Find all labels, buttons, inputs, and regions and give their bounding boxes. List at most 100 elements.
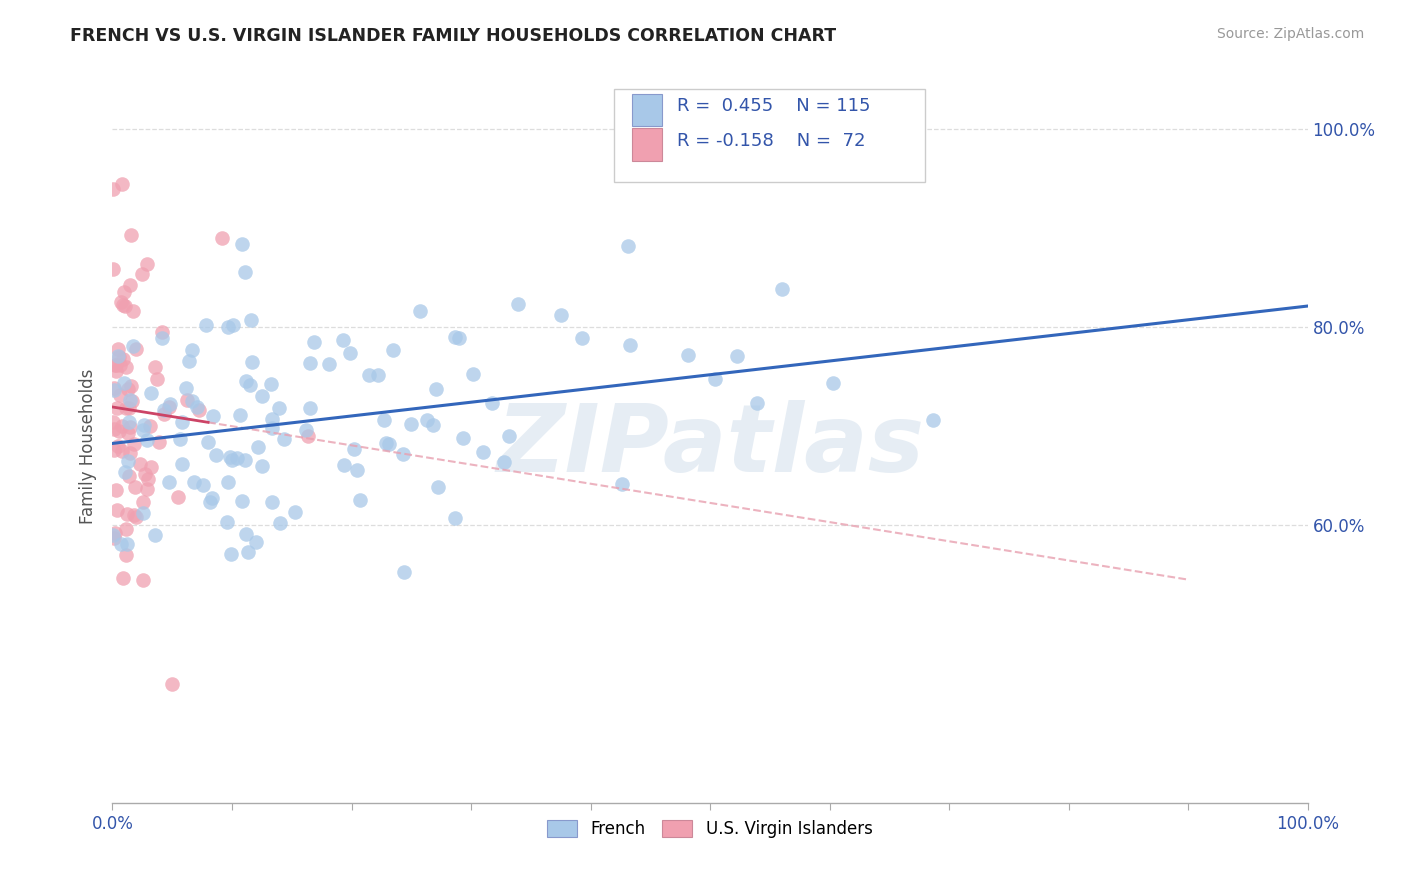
Point (508, 297, 530, 311)
Point (134, 467, 156, 481)
Point (110, 537, 132, 551)
Text: R =  0.455    N = 115: R = 0.455 N = 115 (676, 97, 870, 115)
Point (269, 516, 291, 530)
Point (246, 440, 269, 454)
Point (122, 303, 145, 318)
Point (120, 278, 142, 293)
Point (240, 313, 263, 327)
Point (120, 419, 142, 434)
Point (103, 381, 125, 395)
Point (498, 428, 520, 442)
Point (378, 437, 401, 451)
Point (332, 333, 354, 347)
Text: FRENCH VS U.S. VIRGIN ISLANDER FAMILY HOUSEHOLDS CORRELATION CHART: FRENCH VS U.S. VIRGIN ISLANDER FAMILY HO… (70, 27, 837, 45)
Point (117, 382, 139, 396)
Point (108, 350, 131, 364)
Point (135, 433, 157, 447)
Point (409, 304, 432, 318)
Point (219, 547, 242, 561)
Point (112, 352, 135, 367)
Point (211, 231, 233, 245)
Text: Source: ZipAtlas.com: Source: ZipAtlas.com (1216, 27, 1364, 41)
Point (373, 413, 395, 427)
Point (117, 415, 139, 429)
Point (170, 457, 193, 471)
Point (107, 349, 129, 363)
Point (176, 392, 198, 407)
Point (136, 473, 159, 487)
Point (339, 346, 361, 360)
Point (180, 394, 202, 409)
Point (159, 397, 181, 411)
Point (103, 415, 125, 429)
Point (678, 348, 700, 362)
Point (114, 299, 136, 313)
Point (233, 265, 256, 279)
Point (117, 426, 139, 441)
Point (115, 359, 138, 374)
Point (145, 372, 167, 386)
Point (112, 376, 135, 391)
Point (425, 382, 447, 396)
Point (231, 237, 253, 252)
Point (451, 431, 474, 445)
Point (332, 458, 354, 472)
Point (107, 439, 129, 453)
Point (157, 400, 180, 414)
Point (236, 545, 259, 559)
Point (823, 376, 845, 391)
Point (444, 329, 467, 343)
Point (392, 447, 415, 461)
Point (343, 442, 366, 457)
Point (121, 394, 143, 409)
Point (117, 508, 139, 522)
Point (235, 526, 257, 541)
Point (103, 182, 125, 196)
Point (136, 482, 159, 496)
Y-axis label: Family Households: Family Households (79, 368, 97, 524)
Point (111, 443, 134, 458)
Point (135, 257, 157, 271)
Point (357, 368, 380, 382)
Point (132, 573, 155, 587)
Point (114, 465, 136, 479)
Point (132, 506, 155, 520)
Bar (633, 128, 662, 161)
Point (225, 450, 247, 465)
Point (201, 491, 224, 505)
Point (108, 424, 131, 438)
Point (221, 318, 243, 333)
Point (143, 359, 166, 374)
Point (260, 495, 283, 509)
Point (111, 177, 134, 191)
Point (444, 511, 467, 525)
Point (174, 381, 197, 395)
Point (148, 434, 170, 449)
Point (188, 402, 211, 417)
Point (725, 349, 748, 363)
Point (104, 358, 127, 372)
Point (922, 412, 945, 426)
Point (221, 453, 243, 467)
Point (374, 435, 396, 450)
Point (195, 318, 218, 332)
Point (124, 510, 146, 524)
Point (107, 342, 129, 356)
Point (449, 331, 471, 345)
Point (103, 262, 125, 277)
Point (103, 531, 125, 545)
Point (115, 523, 138, 537)
Point (250, 458, 273, 473)
Point (150, 325, 173, 339)
Point (262, 412, 284, 426)
Point (114, 285, 136, 300)
Point (267, 401, 290, 416)
Point (197, 435, 219, 450)
Point (367, 368, 389, 382)
Point (112, 297, 135, 311)
Point (461, 367, 484, 381)
Point (703, 372, 725, 386)
Point (112, 571, 135, 585)
Legend: French, U.S. Virgin Islanders: French, U.S. Virgin Islanders (541, 813, 879, 845)
Point (153, 402, 176, 417)
